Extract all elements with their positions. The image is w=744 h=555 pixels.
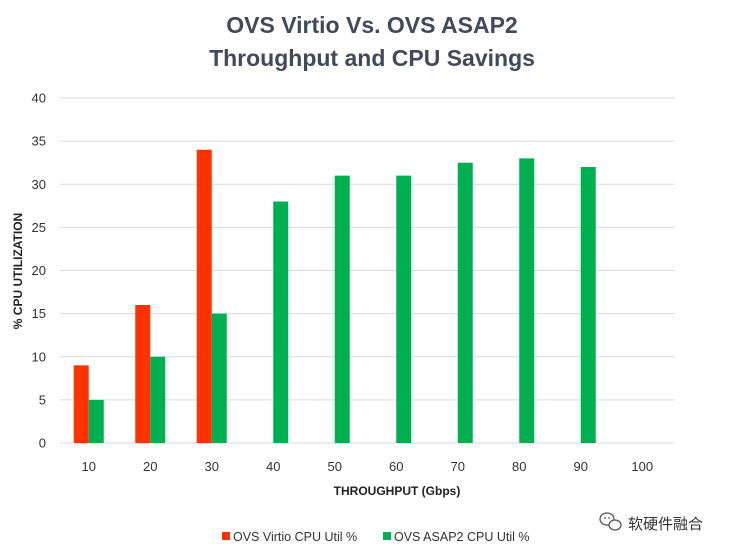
y-tick-label: 30 [32, 177, 46, 192]
bar-ovs-virtio [73, 365, 89, 443]
y-axis-label: % CPU UTILIZATION [11, 213, 25, 329]
x-tick-label: 30 [205, 459, 219, 474]
chart-title: OVS Virtio Vs. OVS ASAP2 [226, 12, 517, 38]
bar-ovs-asap2 [580, 167, 596, 443]
legend: OVS Virtio CPU Util % OVS ASAP2 CPU Util … [222, 530, 529, 544]
bar-ovs-asap2 [273, 201, 289, 443]
bar-ovs-asap2 [519, 158, 535, 443]
x-tick-label: 20 [143, 459, 157, 474]
x-tick-label: 50 [328, 459, 342, 474]
x-axis-label: THROUGHPUT (Gbps) [334, 484, 461, 498]
bar-ovs-asap2 [457, 162, 473, 443]
y-tick-label: 10 [32, 349, 46, 364]
watermark-text: 软硬件融合 [628, 515, 703, 533]
y-tick-label: 0 [39, 436, 46, 451]
x-tick-label: 80 [512, 459, 526, 474]
watermark: 软硬件融合 [599, 512, 703, 533]
legend-label: OVS Virtio CPU Util % [233, 530, 357, 544]
x-tick-label: 100 [631, 459, 653, 474]
y-tick-label: 5 [39, 392, 46, 407]
bar-ovs-virtio [135, 305, 151, 443]
y-axis-ticks: 0 5 10 15 20 25 30 35 40 [32, 91, 46, 451]
bars [73, 149, 596, 443]
x-tick-label: 10 [82, 459, 96, 474]
x-tick-label: 40 [266, 459, 280, 474]
bar-ovs-asap2 [211, 313, 227, 443]
y-tick-label: 40 [32, 91, 46, 106]
y-tick-label: 20 [32, 263, 46, 278]
legend-swatch [383, 532, 391, 540]
bar-ovs-asap2 [150, 356, 166, 443]
bar-ovs-asap2 [334, 175, 350, 443]
x-tick-label: 70 [451, 459, 465, 474]
legend-label: OVS ASAP2 CPU Util % [394, 530, 529, 544]
legend-swatch [222, 532, 230, 540]
y-tick-label: 35 [32, 134, 46, 149]
bar-ovs-asap2 [396, 175, 412, 443]
x-tick-label: 90 [574, 459, 588, 474]
bar-ovs-asap2 [88, 399, 104, 443]
wechat-icon [599, 512, 622, 531]
bar-ovs-virtio [196, 149, 212, 443]
x-tick-label: 60 [389, 459, 403, 474]
x-axis-ticks: 10 20 30 40 50 60 70 80 90 100 [82, 459, 654, 474]
y-tick-label: 15 [32, 306, 46, 321]
chart-subtitle: Throughput and CPU Savings [209, 45, 535, 71]
y-tick-label: 25 [32, 220, 46, 235]
